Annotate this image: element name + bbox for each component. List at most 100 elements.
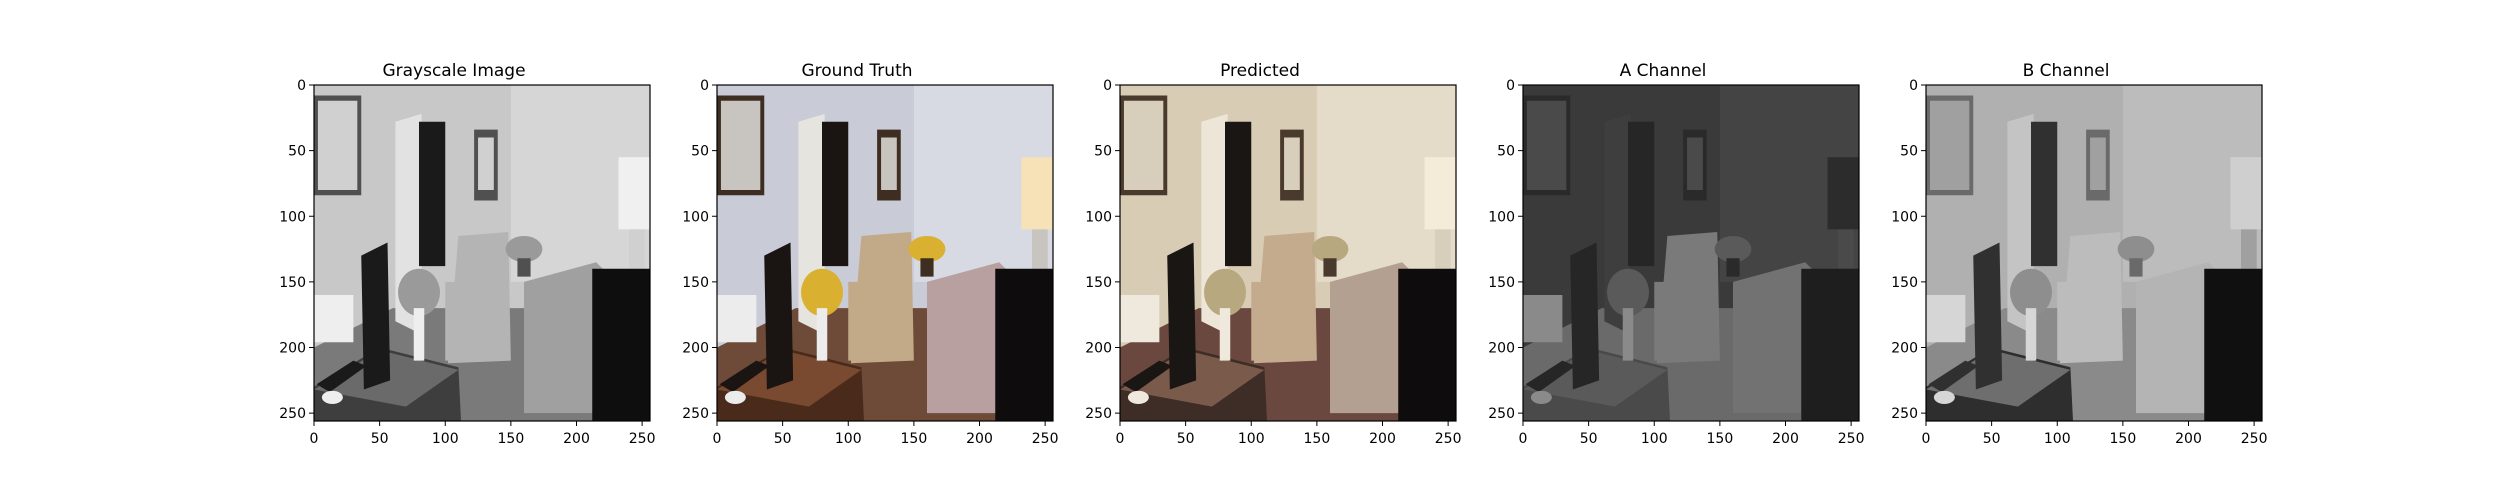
x-tick-label: 200 (1369, 431, 1396, 447)
picture (1526, 100, 1567, 190)
x-tick-label: 250 (2241, 431, 2268, 447)
monitor (1973, 242, 2003, 390)
x-tick-label: 200 (1772, 431, 1799, 447)
x-tick-label: 0 (1116, 431, 1125, 447)
small-picture (2090, 137, 2106, 190)
panel-predicted: Predicted 0 50 100 150 200 250 0 50 100 150 200 250 (1050, 0, 1470, 500)
y-tick-label: 150 (1085, 275, 1112, 291)
cabinet (2204, 268, 2262, 421)
x-tick-label: 0 (310, 431, 319, 447)
y-tick-label: 150 (1891, 275, 1918, 291)
y-tick-label: 0 (1506, 78, 1515, 94)
lamp-shade (2230, 157, 2262, 230)
lamp-shade (1424, 157, 1456, 230)
y-tick-label: 100 (1085, 209, 1112, 225)
axes-frame (716, 84, 1054, 422)
y-tick-label: 50 (288, 144, 306, 160)
y-tick-label: 50 (691, 144, 709, 160)
panel-grayscale: Grayscale Image 0 50 100 150 200 250 0 50 100 150… (244, 0, 664, 500)
x-tick-label: 100 (432, 431, 459, 447)
scene-image (1523, 85, 1859, 421)
y-tick-label: 0 (1909, 78, 1918, 94)
lamp-base (629, 229, 645, 269)
y-tick-label: 250 (279, 406, 306, 422)
lamp-shade (1021, 157, 1053, 230)
picture (1929, 100, 1970, 190)
y-tick-label: 150 (682, 275, 709, 291)
x-tick-label: 50 (774, 431, 792, 447)
y-tick-label: 200 (1085, 341, 1112, 357)
x-tick-label: 100 (1238, 431, 1265, 447)
y-tick-label: 200 (279, 341, 306, 357)
y-tick-label: 50 (1497, 144, 1515, 160)
plant-pot (920, 258, 934, 277)
axes-frame (1522, 84, 1860, 422)
mouse (724, 390, 746, 404)
panel-title: Predicted (1220, 61, 1300, 81)
plant (1311, 235, 1349, 263)
y-tick-label: 0 (1103, 78, 1112, 94)
x-tick-label: 100 (835, 431, 862, 447)
x-tick-label: 250 (1435, 431, 1462, 447)
monitor (1167, 242, 1197, 390)
panel-b-channel: B Channel 0 50 100 150 200 250 0 50 100 150 200 250 (1856, 0, 2276, 500)
x-tick-label: 150 (498, 431, 525, 447)
lamp-base (1435, 229, 1451, 269)
armchair-arm (1251, 281, 1281, 361)
picture (720, 100, 761, 190)
keyboard (719, 360, 770, 393)
x-tick-label: 50 (1580, 431, 1598, 447)
keyboard (1122, 360, 1173, 393)
small-picture (1687, 137, 1703, 190)
y-tick-label: 0 (297, 78, 306, 94)
doorway (2031, 121, 2058, 267)
scene-image (717, 85, 1053, 421)
axes-frame (1925, 84, 2263, 422)
mouse (1530, 390, 1552, 404)
y-tick-label: 50 (1094, 144, 1112, 160)
monitor (361, 242, 391, 390)
x-tick-label: 50 (1983, 431, 2001, 447)
small-picture (478, 137, 494, 190)
y-tick-label: 100 (682, 209, 709, 225)
plant (908, 235, 946, 263)
y-axis: 0 50 100 150 200 250 (1891, 78, 1926, 422)
panel-title: B Channel (2022, 61, 2110, 81)
panel-title: Ground Truth (801, 61, 913, 81)
monitor (764, 242, 794, 390)
plant (505, 235, 543, 263)
panel-ground-truth: Ground Truth 0 50 100 150 200 250 0 50 100 150 200… (647, 0, 1067, 500)
scene-image (1926, 85, 2262, 421)
x-tick-label: 150 (1707, 431, 1734, 447)
plant-pot (517, 258, 531, 277)
y-tick-label: 200 (1488, 341, 1515, 357)
flowers (398, 268, 440, 316)
x-tick-label: 150 (1304, 431, 1331, 447)
mouse (1127, 390, 1149, 404)
doorway (1628, 121, 1655, 267)
x-tick-label: 50 (371, 431, 389, 447)
y-axis: 0 50 100 150 200 250 (279, 78, 314, 422)
small-picture (1284, 137, 1300, 190)
x-tick-label: 250 (1838, 431, 1865, 447)
mouse (321, 390, 343, 404)
plant-pot (1726, 258, 1740, 277)
x-axis: 0 50 100 150 200 250 (1519, 421, 1865, 447)
small-picture (881, 137, 897, 190)
cabinet (592, 268, 650, 421)
lamp-shade (1827, 157, 1859, 230)
plant-pot (2129, 258, 2143, 277)
vase (2025, 308, 2037, 361)
vase (1622, 308, 1634, 361)
x-tick-label: 0 (1922, 431, 1931, 447)
y-tick-label: 100 (1488, 209, 1515, 225)
doorway (1225, 121, 1252, 267)
y-axis: 0 50 100 150 200 250 (682, 78, 717, 422)
flowers (2010, 268, 2052, 316)
armchair-arm (1654, 281, 1684, 361)
y-tick-label: 200 (682, 341, 709, 357)
